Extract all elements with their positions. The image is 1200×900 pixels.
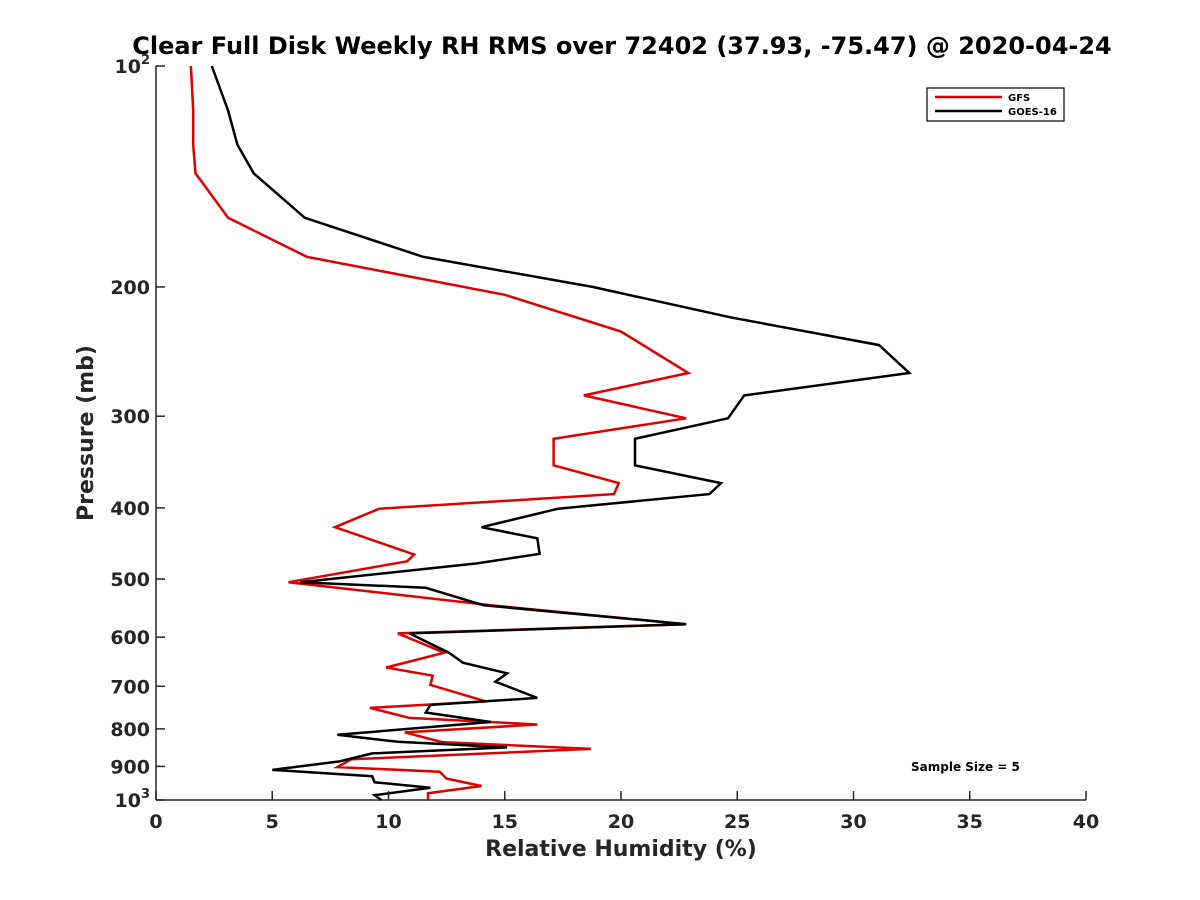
series-line-goes16	[210, 65, 913, 802]
series-layer	[189, 65, 913, 802]
y-tick-label: 900	[110, 756, 150, 778]
x-tick-label: 15	[492, 811, 518, 833]
x-tick-label: 25	[724, 811, 750, 833]
x-tick-label: 0	[149, 811, 162, 833]
y-axis-label: Pressure (mb)	[74, 345, 99, 521]
x-tick-label: 40	[1073, 811, 1099, 833]
y-tick-label: 102	[115, 53, 151, 78]
y-tick-label: 600	[110, 627, 150, 649]
y-tick-label: 800	[110, 719, 150, 741]
y-tick-label: 400	[110, 498, 150, 520]
legend-box	[926, 87, 1065, 122]
chart-title: Clear Full Disk Weekly RH RMS over 72402…	[132, 32, 1112, 60]
ticks-layer: 0 5 10 15 20 25 30 35 40 102 200 300 400 500 600 700 800…	[110, 53, 1099, 833]
x-tick-label: 35	[957, 811, 983, 833]
plot-area: 0 5 10 15 20 25 30 35 40 102 200 300 400 500 600 700 800…	[110, 53, 1099, 833]
legend-label-goes16: GOES-16	[1008, 107, 1057, 118]
series-line-gfs	[189, 65, 692, 800]
y-tick-label: 500	[110, 569, 150, 591]
y-tick-label: 300	[110, 406, 150, 428]
x-tick-label: 5	[266, 811, 279, 833]
x-tick-label: 20	[608, 811, 634, 833]
y-tick-label: 700	[110, 676, 150, 698]
legend-label-gfs: GFS	[1008, 93, 1030, 104]
x-tick-label: 10	[375, 811, 401, 833]
x-axis-label: Relative Humidity (%)	[485, 837, 757, 862]
y-tick-label: 200	[110, 277, 150, 299]
x-tick-label: 30	[840, 811, 866, 833]
legend: GFS GOES-16	[926, 87, 1065, 122]
sample-size-annotation: Sample Size = 5	[911, 760, 1020, 774]
y-tick-label: 103	[115, 787, 151, 812]
